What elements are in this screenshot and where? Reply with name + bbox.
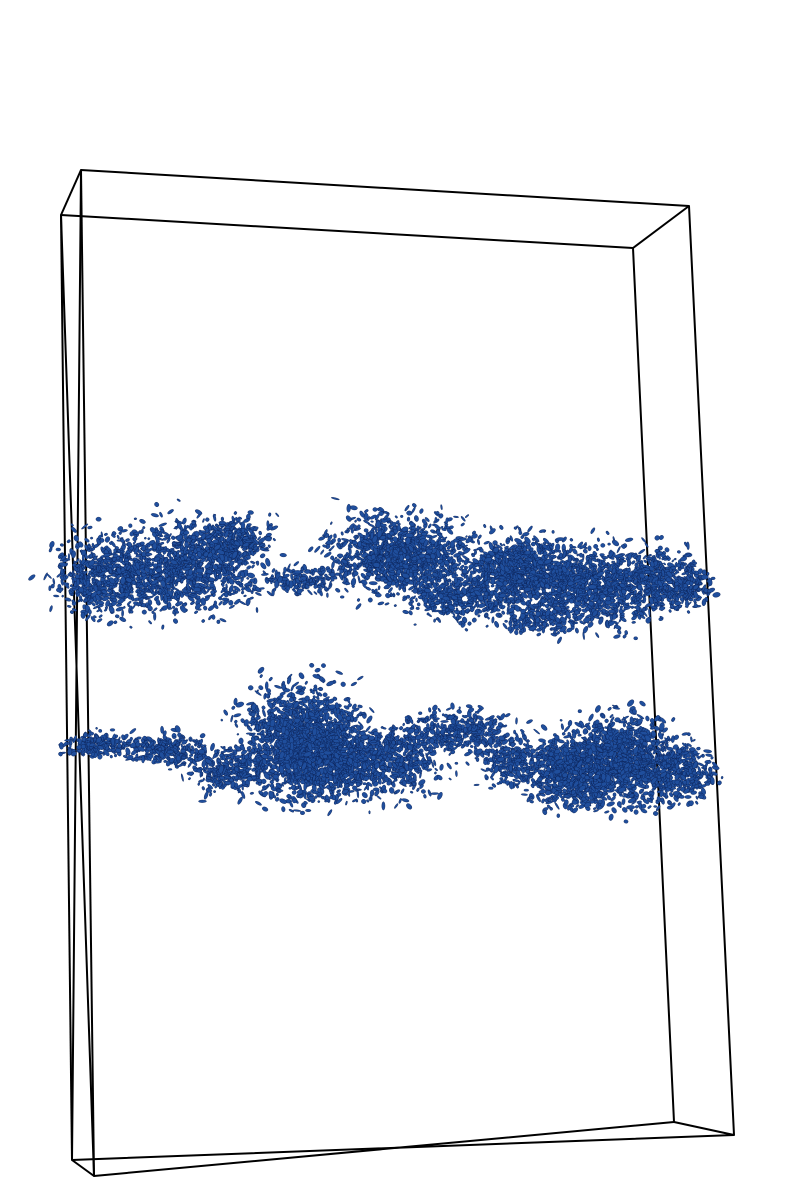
box-edge-top-right: [633, 206, 689, 248]
bounding-box: [61, 170, 734, 1176]
box-edge-inner-left: [81, 170, 94, 1176]
box-back-face: [72, 170, 734, 1160]
box-edge-bottom-right: [674, 1122, 734, 1135]
lower-structure-band: [58, 663, 724, 824]
upper-structure-band: [28, 497, 721, 645]
box-front-face: [61, 215, 674, 1176]
box-edge-top-left: [61, 170, 81, 215]
box-edge-bottom-left: [72, 1160, 94, 1176]
